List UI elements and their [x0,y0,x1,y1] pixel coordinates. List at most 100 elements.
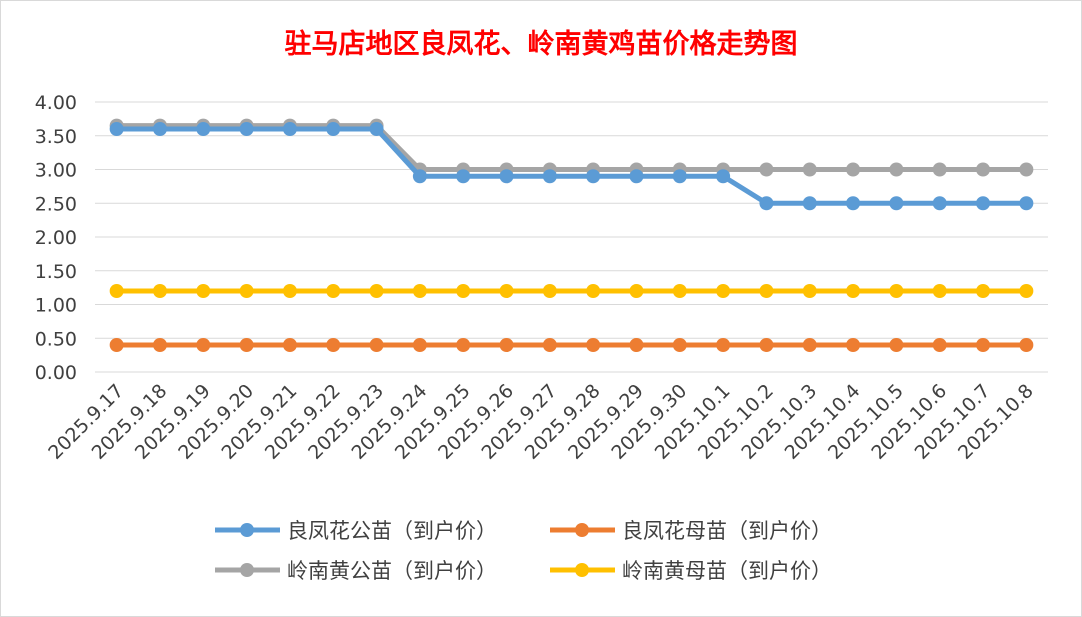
legend-label: 岭南黄母苗（到户价） [622,559,832,583]
legend-item: 良凤花母苗（到户价） [550,519,832,543]
data-point [759,284,774,298]
data-point [456,338,471,352]
series-0 [109,122,1034,211]
data-point [629,284,644,298]
y-tick-label: 2.50 [35,193,77,215]
data-point [196,338,211,352]
data-point [889,338,904,352]
data-point [196,284,211,298]
data-point [716,338,731,352]
legend-item: 岭南黄母苗（到户价） [550,559,832,583]
data-point [716,284,731,298]
data-point [802,338,817,352]
legend-item: 良凤花公苗（到户价） [215,519,497,543]
data-point [499,338,514,352]
series-line [116,126,1027,206]
data-point [542,169,557,184]
data-point [976,196,991,211]
data-point [672,338,687,352]
series-lines [109,118,1034,352]
data-point [282,284,297,298]
series-3 [109,284,1034,298]
data-point [802,162,817,177]
data-point [369,284,384,298]
data-point [239,338,254,352]
data-point [932,338,947,352]
data-point [586,284,601,298]
data-point [846,284,861,298]
data-point [889,284,904,298]
y-tick-label: 3.50 [35,126,77,148]
data-point [499,169,514,184]
data-point [759,196,774,211]
data-point [976,162,991,177]
x-axis-ticks: 2025.9.172025.9.182025.9.192025.9.202025… [44,380,1038,464]
data-point [976,338,991,352]
legend-swatch-marker [240,523,254,537]
data-point [542,284,557,298]
legend-item: 岭南黄公苗（到户价） [215,559,497,583]
chart-title: 驻马店地区良凤花、岭南黄鸡苗价格走势图 [284,29,798,60]
series-1 [109,338,1034,352]
data-point [412,284,427,298]
legend-swatch-marker [575,563,589,577]
data-point [412,338,427,352]
data-point [759,338,774,352]
data-point [846,162,861,177]
data-point [932,196,947,211]
y-tick-label: 2.00 [35,227,77,249]
data-point [196,122,211,136]
data-point [412,169,427,184]
y-tick-label: 1.00 [35,295,77,317]
data-point [889,162,904,177]
y-tick-label: 0.00 [35,362,77,384]
data-point [152,284,167,298]
data-point [586,338,601,352]
data-point [456,284,471,298]
data-point [802,284,817,298]
y-tick-label: 1.50 [35,261,77,283]
data-point [282,338,297,352]
data-point [629,169,644,184]
data-point [716,169,731,184]
data-point [846,196,861,211]
data-point [456,169,471,184]
data-point [1019,284,1034,298]
data-point [239,122,254,136]
legend-label: 岭南黄公苗（到户价） [287,559,497,583]
data-point [109,122,124,136]
data-point [1019,162,1034,177]
gridlines [95,101,1048,373]
data-point [369,338,384,352]
data-point [326,338,341,352]
data-point [152,338,167,352]
y-axis-ticks: 0.00 0.50 1.00 1.50 2.00 2.50 3.00 3.50 4.00 [35,92,77,384]
series-line [116,123,1027,172]
data-point [152,122,167,136]
data-point [109,338,124,352]
data-point [1019,196,1034,211]
data-point [499,284,514,298]
y-tick-label: 3.00 [35,160,77,182]
data-point [109,284,124,298]
data-point [326,284,341,298]
legend: 良凤花公苗（到户价） 良凤花母苗（到户价） 岭南黄公苗（到户价） 岭南黄母苗（到户价） [215,519,832,583]
legend-label: 良凤花公苗（到户价） [287,519,497,543]
data-point [932,162,947,177]
data-point [542,338,557,352]
data-point [932,284,947,298]
legend-label: 良凤花母苗（到户价） [622,519,832,543]
data-point [326,122,341,136]
data-point [672,284,687,298]
data-point [586,169,601,184]
data-point [846,338,861,352]
data-point [672,169,687,184]
legend-swatch-marker [575,523,589,537]
data-point [802,196,817,211]
data-point [889,196,904,211]
data-point [629,338,644,352]
y-tick-label: 4.00 [35,92,77,114]
data-point [976,284,991,298]
